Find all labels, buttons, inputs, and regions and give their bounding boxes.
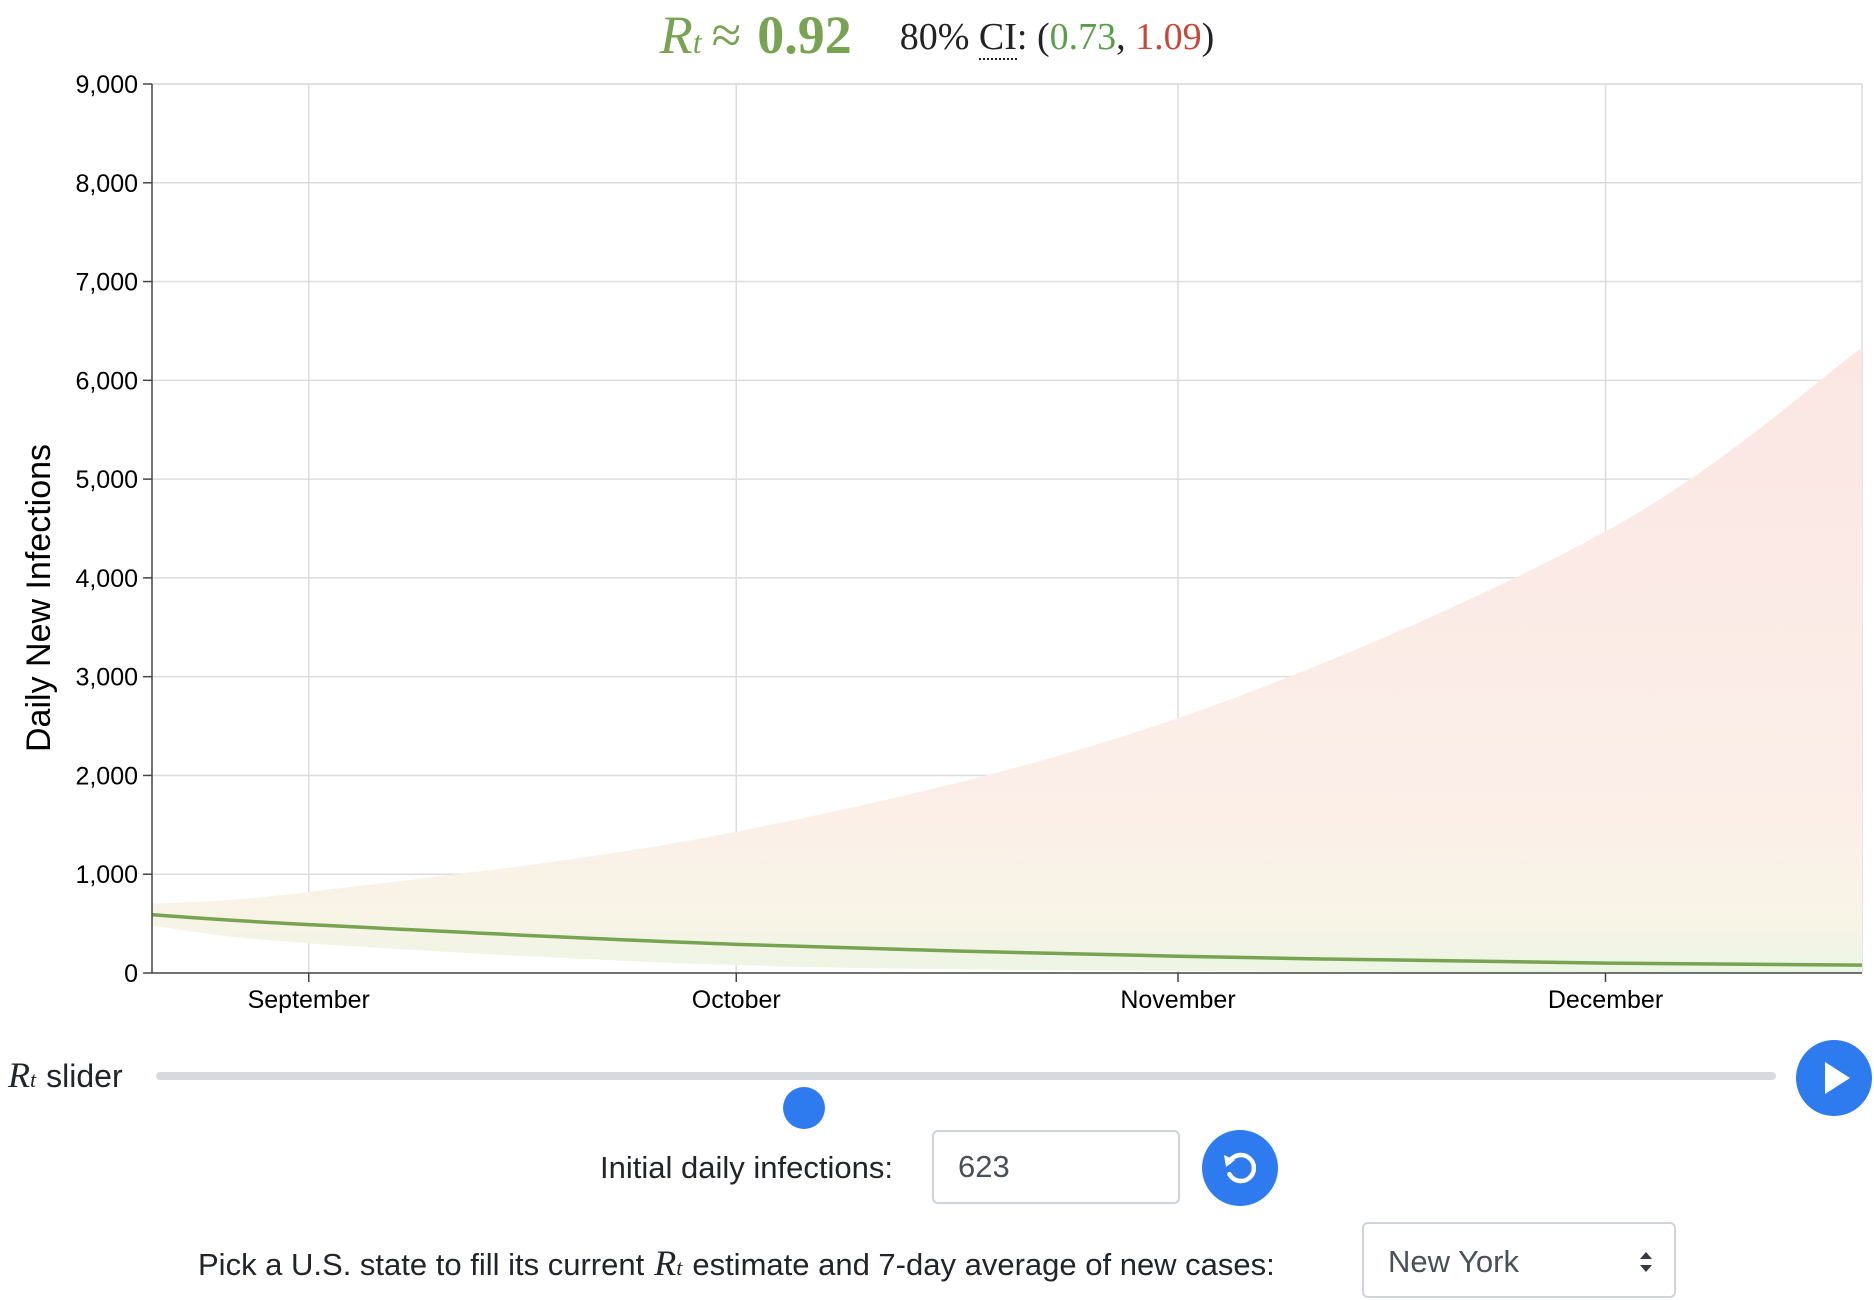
slider-label-text: slider [46,1058,123,1094]
ci-prefix: 80% [899,16,970,58]
initial-infections-row: Initial daily infections: [0,1130,1874,1206]
rt-symbol: R [659,5,693,65]
y-tick-label: 8,000 [75,170,138,198]
initial-infections-label: Initial daily infections: [600,1150,893,1185]
y-tick-label: 5,000 [75,466,138,494]
y-tick-label: 2,000 [75,762,138,790]
reset-button[interactable] [1202,1130,1278,1206]
slider-rt-subscript: t [30,1067,37,1092]
confidence-band-area [152,347,1862,973]
y-tick-label: 9,000 [75,71,138,99]
ci-open-paren: ( [1036,16,1050,58]
approx-symbol: ≈ [711,5,742,65]
state-select[interactable]: New York [1362,1222,1676,1298]
x-tick-label: October [692,986,781,1014]
chart-lines [151,912,1863,967]
ci-low-value: 0.73 [1049,16,1117,58]
state-rt-symbol: R [654,1243,677,1283]
state-label-suffix: estimate and 7-day average of new cases: [692,1247,1275,1282]
play-icon [1825,1062,1850,1094]
infections-chart: 0 1,000 2,000 3,000 4,000 5,000 6,000 7,000 8,00… [20,71,1863,1014]
y-tick-label: 1,000 [75,861,138,889]
ci-colon: : [1016,16,1028,58]
x-tick-label: November [1120,986,1235,1014]
ci-close-paren: ) [1201,16,1215,58]
ci-high-value: 1.09 [1135,16,1202,58]
y-tick-label: 4,000 [75,565,138,593]
ci-abbreviation[interactable]: CI [978,16,1017,60]
confidence-interval: 80% CI: (0.73, 1.09) [899,16,1215,80]
confidence-band [152,347,1862,973]
ci-separator: , [1116,16,1136,58]
state-select-value: New York [1388,1244,1519,1279]
y-tick-label: 3,000 [75,664,138,692]
x-tick-label: December [1548,986,1663,1014]
chart-axes: 0 1,000 2,000 3,000 4,000 5,000 6,000 7,000 8,00… [75,71,1862,1014]
rt-subscript: t [692,24,702,60]
y-tick-label: 6,000 [75,367,138,395]
initial-infections-input[interactable] [932,1130,1180,1204]
y-tick-label: 7,000 [75,269,138,297]
reset-icon [1224,1152,1257,1184]
y-axis-label: Daily New Infections [20,444,58,752]
select-arrows-icon [1640,1252,1652,1272]
state-rt-subscript: t [676,1255,683,1280]
x-tick-label: September [248,986,370,1014]
rt-slider-track[interactable] [156,1072,1776,1129]
slider-rt-symbol: R [8,1055,30,1095]
median-infections-line [151,912,1863,967]
rt-value: 0.92 [757,5,852,65]
rt-slider-handle[interactable] [783,1087,825,1129]
play-button[interactable] [1796,1040,1872,1116]
y-tick-label: 0 [124,960,138,988]
state-label-prefix: Pick a U.S. state to fill its current [198,1247,645,1282]
